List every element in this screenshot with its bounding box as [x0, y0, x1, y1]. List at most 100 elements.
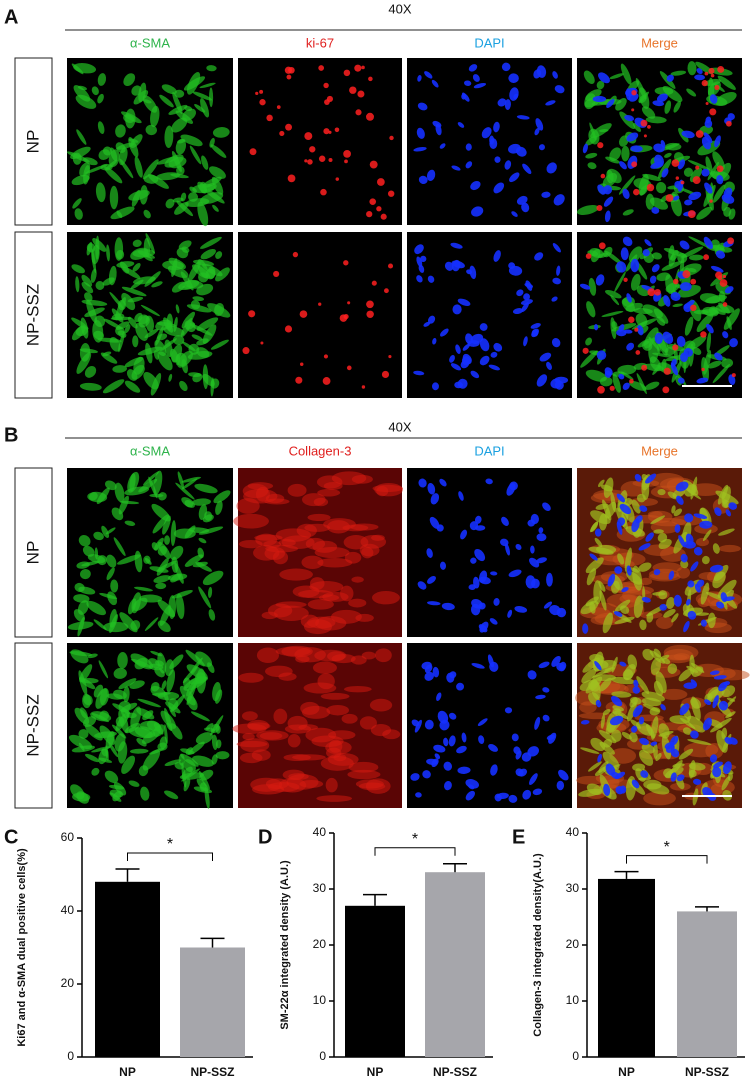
- fiber: [604, 501, 617, 519]
- nucleus: [714, 352, 723, 361]
- fiber: [119, 261, 130, 274]
- fiber: [145, 124, 158, 136]
- nucleus: [631, 779, 640, 789]
- fiber: [108, 741, 119, 758]
- fiber: [712, 571, 726, 589]
- bar: [345, 905, 405, 1057]
- fiber: [175, 482, 195, 500]
- spot: [276, 105, 281, 109]
- fiber: [196, 283, 214, 296]
- collagen: [242, 733, 255, 741]
- fiber: [204, 786, 210, 809]
- nucleus: [465, 143, 472, 151]
- nucleus: [619, 161, 627, 170]
- spot: [387, 263, 394, 269]
- nucleus: [645, 473, 657, 484]
- nucleus: [582, 143, 588, 154]
- fiber: [208, 609, 216, 621]
- fiber: [100, 352, 118, 364]
- nucleus: [638, 543, 651, 551]
- fiber: [164, 154, 184, 168]
- fiber: [198, 770, 210, 790]
- fiber: [161, 84, 177, 95]
- nucleus: [579, 283, 591, 290]
- spot: [371, 280, 377, 286]
- nucleus: [432, 337, 437, 345]
- fiber: [629, 732, 638, 743]
- fiber: [93, 531, 104, 541]
- fiber: [672, 303, 683, 308]
- nucleus: [508, 794, 518, 803]
- fiber: [653, 529, 664, 534]
- fiber: [142, 159, 159, 180]
- nucleus: [589, 553, 598, 561]
- fiber: [143, 209, 151, 219]
- fiber: [117, 299, 127, 311]
- fiber: [602, 708, 611, 716]
- fiber: [664, 100, 672, 114]
- fiber: [128, 136, 139, 158]
- fiber: [195, 561, 212, 572]
- fiber: [596, 545, 617, 554]
- fiber: [114, 482, 125, 503]
- nucleus: [675, 481, 689, 492]
- spot: [369, 160, 378, 169]
- collagen: [355, 613, 374, 622]
- fiber: [617, 553, 625, 565]
- nucleus: [416, 275, 423, 283]
- fiber: [143, 174, 159, 184]
- fiber: [214, 303, 225, 317]
- fiber: [86, 241, 93, 256]
- collagen: [315, 616, 347, 631]
- nucleus: [501, 62, 511, 72]
- fiber: [138, 478, 158, 493]
- spot: [284, 325, 293, 333]
- fiber: [194, 483, 218, 494]
- nucleus: [507, 609, 513, 618]
- nucleus: [692, 778, 702, 785]
- x-tick-label: NP-SSZ: [685, 1065, 729, 1079]
- nucleus: [670, 772, 677, 782]
- fiber: [186, 679, 198, 697]
- fiber: [695, 612, 710, 616]
- fiber: [81, 281, 94, 294]
- fiber: [699, 293, 721, 304]
- fiber: [702, 529, 712, 542]
- fiber: [80, 317, 89, 339]
- fiber: [134, 156, 143, 178]
- spot: [376, 178, 385, 186]
- nucleus: [611, 695, 623, 707]
- spot: [384, 288, 389, 294]
- nucleus: [616, 493, 626, 503]
- fiber: [633, 122, 642, 132]
- spot: [343, 149, 351, 158]
- nucleus: [461, 732, 467, 743]
- fiber: [707, 161, 719, 181]
- fiber: [196, 347, 210, 358]
- nucleus: [426, 758, 438, 765]
- fiber: [127, 598, 137, 615]
- fiber: [143, 371, 159, 390]
- collagen: [247, 482, 274, 490]
- fiber: [687, 715, 706, 733]
- nucleus: [546, 572, 553, 587]
- panel-letter: B: [4, 424, 18, 446]
- fiber: [715, 490, 739, 505]
- collagen: [347, 769, 381, 780]
- spot: [682, 270, 691, 279]
- fiber: [646, 612, 654, 623]
- nucleus: [693, 547, 703, 556]
- nucleus: [490, 764, 498, 776]
- fiber: [189, 145, 202, 165]
- micrograph: [232, 643, 402, 808]
- nucleus: [594, 528, 602, 537]
- nucleus: [505, 543, 510, 556]
- fiber: [655, 752, 662, 762]
- fiber: [164, 759, 182, 767]
- spot: [366, 310, 374, 319]
- fiber: [678, 748, 694, 760]
- fiber: [97, 73, 107, 86]
- nucleus: [670, 358, 677, 367]
- nucleus: [516, 289, 524, 297]
- spot: [662, 386, 670, 394]
